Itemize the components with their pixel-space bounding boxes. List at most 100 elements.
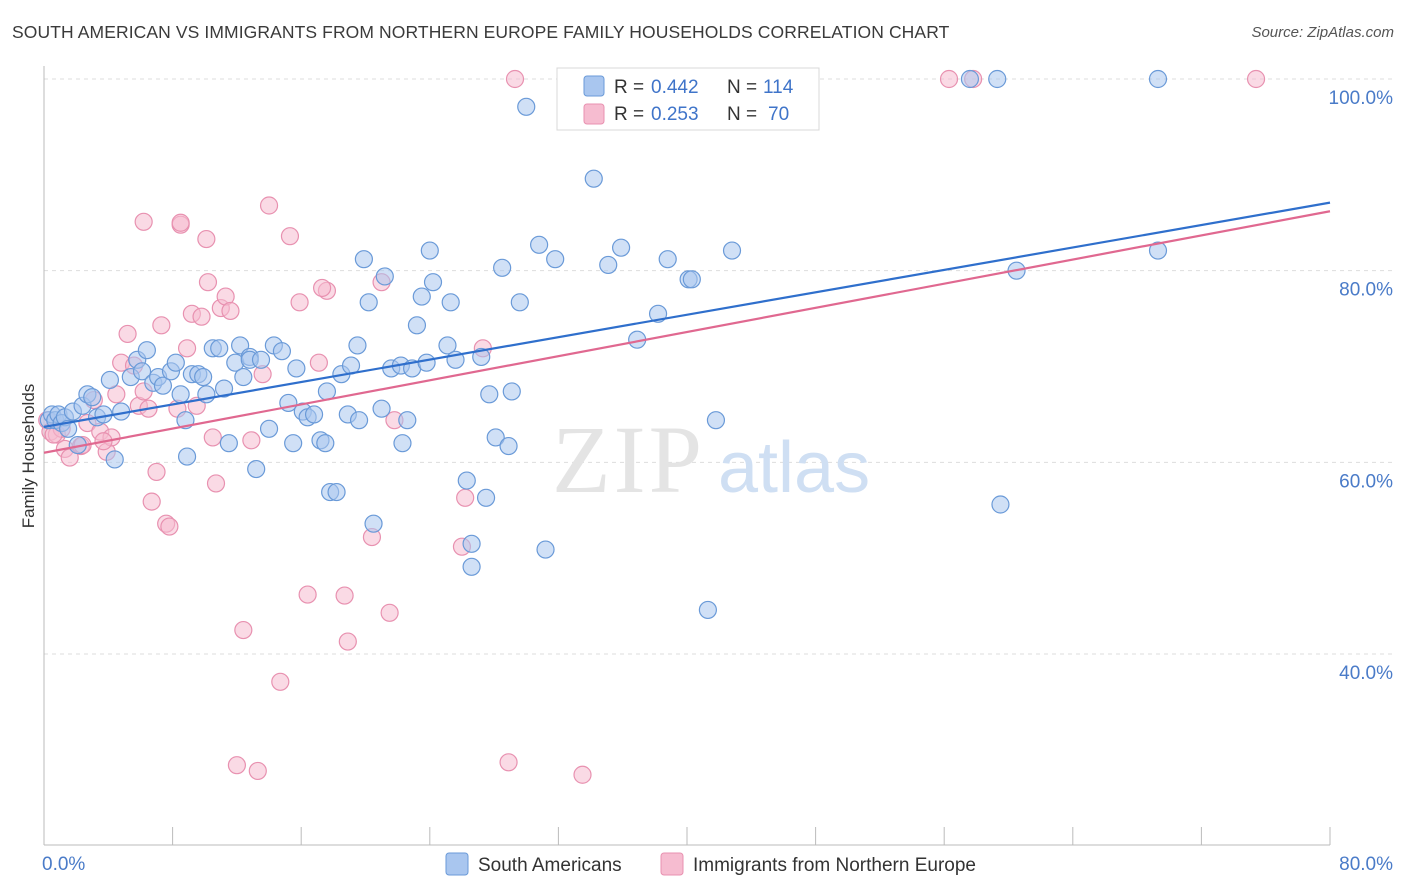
south-american-point bbox=[682, 270, 701, 289]
south-american-point bbox=[530, 235, 549, 254]
legend-swatch-pink bbox=[583, 103, 605, 125]
northern-europe-point bbox=[280, 227, 300, 246]
y-tick-label: 80.0% bbox=[1339, 280, 1393, 301]
northern-europe-point bbox=[456, 488, 475, 507]
south-american-point bbox=[407, 316, 427, 335]
south-american-point bbox=[599, 255, 618, 275]
legend-n-value-1: 114 bbox=[763, 77, 794, 98]
northern-europe-point bbox=[152, 316, 171, 335]
south-american-point bbox=[153, 376, 173, 395]
south-american-point bbox=[214, 379, 234, 398]
northern-europe-point bbox=[573, 765, 592, 784]
south-american-point bbox=[327, 482, 346, 502]
x-tick-label: 80.0% bbox=[1339, 854, 1393, 875]
south-american-point bbox=[417, 353, 436, 372]
south-american-point bbox=[375, 267, 394, 286]
northern-europe-point bbox=[198, 273, 218, 292]
northern-europe-point bbox=[134, 212, 153, 231]
south-american-point bbox=[194, 367, 213, 387]
south-american-point bbox=[499, 436, 518, 456]
south-american-point bbox=[502, 382, 521, 401]
legend-r-label-1: R = bbox=[614, 77, 644, 98]
south-american-point bbox=[441, 293, 460, 312]
south-american-point bbox=[698, 600, 717, 620]
south-american-point bbox=[348, 336, 367, 355]
south-american-point bbox=[251, 350, 271, 369]
northern-europe-point bbox=[259, 196, 279, 215]
south-american-point bbox=[316, 434, 335, 453]
south-american-point bbox=[177, 447, 197, 466]
south-american-point bbox=[706, 411, 726, 430]
south-american-point bbox=[476, 488, 496, 507]
watermark-zip: ZIP bbox=[552, 406, 705, 513]
northern-europe-point bbox=[197, 229, 216, 249]
south-american-point bbox=[317, 382, 337, 401]
south-american-point bbox=[960, 69, 980, 89]
northern-europe-point bbox=[499, 753, 518, 772]
south-american-point bbox=[359, 293, 378, 312]
south-american-point bbox=[83, 388, 102, 407]
top-legend: R = 0.442 N = 114 R = 0.253 N = 70 bbox=[556, 67, 820, 131]
south-american-point bbox=[210, 339, 229, 358]
northern-europe-point bbox=[939, 69, 959, 89]
y-tick-label: 100.0% bbox=[1329, 88, 1394, 109]
south-american-point bbox=[493, 258, 512, 277]
south-american-point bbox=[393, 434, 412, 453]
y-tick-label: 40.0% bbox=[1339, 663, 1393, 684]
south-american-point bbox=[284, 434, 303, 453]
northern-europe-point bbox=[227, 756, 246, 775]
south-american-point bbox=[354, 250, 373, 269]
south-american-trend-line bbox=[43, 201, 1331, 428]
axes bbox=[43, 66, 1331, 846]
south-american-point bbox=[171, 385, 190, 404]
watermark: ZIP atlas bbox=[552, 406, 870, 513]
northern-europe-point bbox=[206, 474, 226, 493]
y-tick-labels: 40.0% 60.0% 80.0% 100.0% bbox=[1329, 88, 1394, 684]
legend-swatch-blue bbox=[583, 75, 605, 97]
northern-europe-point bbox=[171, 213, 190, 232]
south-american-point bbox=[486, 428, 505, 447]
northern-europe-point bbox=[290, 293, 309, 312]
south-american-point bbox=[137, 341, 156, 360]
northern-europe-point bbox=[1246, 69, 1266, 89]
northern-europe-point bbox=[147, 462, 166, 482]
y-axis-title: Family Households bbox=[19, 384, 38, 529]
chart-title: SOUTH AMERICAN VS IMMIGRANTS FROM NORTHE… bbox=[12, 22, 950, 42]
south-american-point bbox=[517, 97, 536, 116]
bottom-legend: South Americans Immigrants from Northern… bbox=[445, 852, 976, 876]
south-american-point bbox=[234, 367, 253, 387]
y-tick-label: 60.0% bbox=[1339, 471, 1393, 492]
south-american-point bbox=[398, 411, 417, 430]
northern-europe-point bbox=[142, 492, 161, 511]
south-american-point bbox=[420, 241, 439, 260]
south-american-point bbox=[1148, 241, 1168, 260]
legend-n-value-2: 70 bbox=[768, 104, 789, 125]
northern-europe-point bbox=[221, 301, 240, 321]
south-american-point bbox=[105, 450, 124, 469]
south-american-point bbox=[546, 250, 565, 269]
south-american-point bbox=[457, 471, 476, 490]
south-american-point bbox=[100, 370, 120, 390]
south-american-point bbox=[423, 273, 443, 292]
south-american-point bbox=[259, 419, 279, 438]
northern-europe-point bbox=[160, 517, 179, 536]
south-american-point bbox=[462, 534, 481, 553]
south-american-point bbox=[462, 557, 481, 576]
south-american-point bbox=[349, 411, 369, 430]
south-american-point bbox=[536, 540, 555, 559]
south-american-point bbox=[272, 342, 292, 361]
bottom-legend-swatch-blue bbox=[445, 852, 469, 876]
northern-europe-point bbox=[335, 586, 354, 605]
legend-n-label-2: N = bbox=[727, 104, 757, 125]
bottom-legend-label-blue: South Americans bbox=[478, 855, 622, 876]
south-american-point bbox=[991, 495, 1010, 514]
south-american-point bbox=[722, 241, 742, 260]
south-american-point bbox=[584, 169, 603, 188]
trend-lines bbox=[43, 201, 1331, 454]
south-american-point bbox=[438, 336, 457, 355]
northern-europe-point bbox=[203, 428, 222, 447]
northern-europe-point bbox=[505, 69, 525, 89]
south-american-point bbox=[364, 514, 383, 533]
south-american-point bbox=[219, 434, 238, 453]
chart-source: Source: ZipAtlas.com bbox=[1251, 24, 1394, 41]
